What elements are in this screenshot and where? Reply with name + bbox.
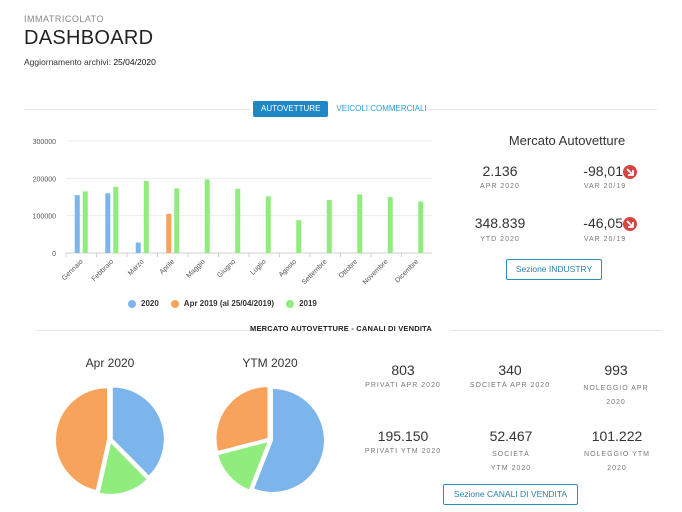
vehicle-tabs: AUTOVETTURE VEICOLI COMMERCIALI xyxy=(253,101,435,117)
pie-ytm-title: YTM 2020 xyxy=(242,356,298,370)
bar-2019-marzo[interactable] xyxy=(143,180,149,253)
bar-2019-gennaio[interactable] xyxy=(82,191,88,253)
x-tick-label: Aprile xyxy=(159,258,177,276)
pie-apr-title: Apr 2020 xyxy=(85,356,135,370)
societa-apr-label: SOCIETÀ APR 2020 xyxy=(469,382,551,389)
bar-2019-ottobre[interactable] xyxy=(357,194,363,253)
apr-value: 2.136 xyxy=(482,163,518,179)
y-tick-label: 300000 xyxy=(33,139,56,146)
bar-2019-agosto[interactable] xyxy=(296,220,302,253)
update-date: 25/04/2020 xyxy=(113,57,156,67)
chart-legend: 2020 Apr 2019 (al 25/04/2019) 2019 xyxy=(128,299,329,308)
var-ytd-label: VAR 20/19 xyxy=(583,236,627,243)
x-tick-label: Ottobre xyxy=(338,258,360,280)
y-tick-label: 100000 xyxy=(33,214,56,221)
bar-2019-luglio[interactable] xyxy=(265,196,271,253)
bar-2019-novembre[interactable] xyxy=(387,197,393,253)
ytd-value: 348.839 xyxy=(474,215,526,231)
societa-ytm-value: 52.467 xyxy=(489,428,533,444)
societa-apr-value: 340 xyxy=(498,362,522,378)
x-tick-label: Febbraio xyxy=(91,258,116,283)
x-tick-label: Giugno xyxy=(216,258,237,279)
down-arrow-icon xyxy=(623,217,637,231)
legend-label: 2019 xyxy=(299,299,317,308)
noleggio-ytm-value: 101.222 xyxy=(591,428,643,444)
privati-apr-value: 803 xyxy=(391,362,415,378)
divider xyxy=(425,109,657,110)
down-arrow-icon xyxy=(623,165,637,179)
noleggio-apr-value: 993 xyxy=(604,362,628,378)
pie-slice-noleggio[interactable] xyxy=(215,385,269,453)
x-tick-label: Novembre xyxy=(362,258,390,286)
legend-item-apr-2019[interactable]: Apr 2019 (al 25/04/2019) xyxy=(170,299,275,308)
privati-ytm-label: PRIVATI YTM 2020 xyxy=(364,448,442,455)
bar-2019-settembre[interactable] xyxy=(326,199,332,253)
pie-slice-privati[interactable] xyxy=(252,387,325,493)
x-tick-label: Luglio xyxy=(250,258,268,276)
canali-section-title: MERCATO AUTOVETTURE - CANALI DI VENDITA xyxy=(250,324,432,333)
x-tick-label: Agosto xyxy=(278,258,298,278)
legend-label: Apr 2019 (al 25/04/2019) xyxy=(183,299,275,308)
mercato-title: Mercato Autovetture xyxy=(508,133,626,148)
tab-autovetture[interactable]: AUTOVETTURE xyxy=(253,101,329,117)
tab-veicoli-commerciali[interactable]: VEICOLI COMMERCIALI xyxy=(336,104,427,113)
bar-2019-febbraio[interactable] xyxy=(113,186,119,253)
divider xyxy=(450,330,662,331)
pie-slice-privati[interactable] xyxy=(111,386,165,477)
pie-slice-società[interactable] xyxy=(217,440,269,491)
apr-label: APR 2020 xyxy=(480,183,520,190)
pie-chart-apr-2020 xyxy=(55,386,165,495)
var-ytd-value: -46,05 xyxy=(583,215,623,231)
legend-swatch-2019 xyxy=(286,299,295,308)
legend-label: 2020 xyxy=(141,299,159,308)
noleggio-ytm-label: NOLEGGIO YTM 2020 xyxy=(584,451,650,472)
legend-item-2019[interactable]: 2019 xyxy=(286,299,317,308)
bar-2019-dicembre[interactable] xyxy=(418,201,424,253)
y-tick-label: 200000 xyxy=(33,176,56,183)
bar-2019-giugno[interactable] xyxy=(235,188,241,253)
bar-2020-febbraio[interactable] xyxy=(105,193,111,253)
var-apr-value: -98,01 xyxy=(583,163,623,179)
ytd-label: YTD 2020 xyxy=(480,236,520,243)
bar-2019-maggio[interactable] xyxy=(204,179,210,253)
section-supertitle: IMMATRICOLATO xyxy=(24,14,105,24)
legend-swatch-apr-2019 xyxy=(170,299,179,308)
x-tick-label: Settembre xyxy=(301,258,329,286)
pie-chart-ytm-2020 xyxy=(215,385,325,493)
x-tick-label: Dicembre xyxy=(394,258,420,284)
update-label: Aggiornamento archivi: xyxy=(24,57,111,67)
bar-2020-marzo[interactable] xyxy=(135,242,141,253)
monthly-bar-chart: 0 100000 200000 300000 Gennaio Febbraio Marzo A… xyxy=(33,139,432,286)
x-tick-label: Gennaio xyxy=(61,258,85,282)
sezione-canali-button[interactable]: Sezione CANALI DI VENDITA xyxy=(443,484,578,505)
var-apr-label: VAR 20/19 xyxy=(583,183,627,190)
divider xyxy=(36,330,264,331)
privati-apr-label: PRIVATI APR 2020 xyxy=(365,382,441,389)
societa-ytm-label: SOCIETÀ YTM 2020 xyxy=(490,451,532,472)
bar-apr-aprile[interactable] xyxy=(166,213,172,253)
x-tick-label: Marzo xyxy=(127,258,146,277)
divider xyxy=(24,109,250,110)
sezione-industry-button[interactable]: Sezione INDUSTRY xyxy=(506,259,602,280)
x-tick-label: Maggio xyxy=(185,258,206,279)
update-info: Aggiornamento archivi: 25/04/2020 xyxy=(24,57,156,67)
legend-item-2020[interactable]: 2020 xyxy=(128,299,159,308)
legend-swatch-2020 xyxy=(128,299,136,308)
privati-ytm-value: 195.150 xyxy=(377,428,429,444)
noleggio-apr-label: NOLEGGIO APR 2020 xyxy=(583,385,649,406)
y-tick-label: 0 xyxy=(52,251,56,258)
page-title: DASHBOARD xyxy=(24,27,154,49)
pie-slice-società[interactable] xyxy=(98,441,148,495)
bar-2019-aprile[interactable] xyxy=(174,188,180,253)
bar-2020-gennaio[interactable] xyxy=(74,195,80,253)
pie-slice-noleggio[interactable] xyxy=(55,387,109,492)
